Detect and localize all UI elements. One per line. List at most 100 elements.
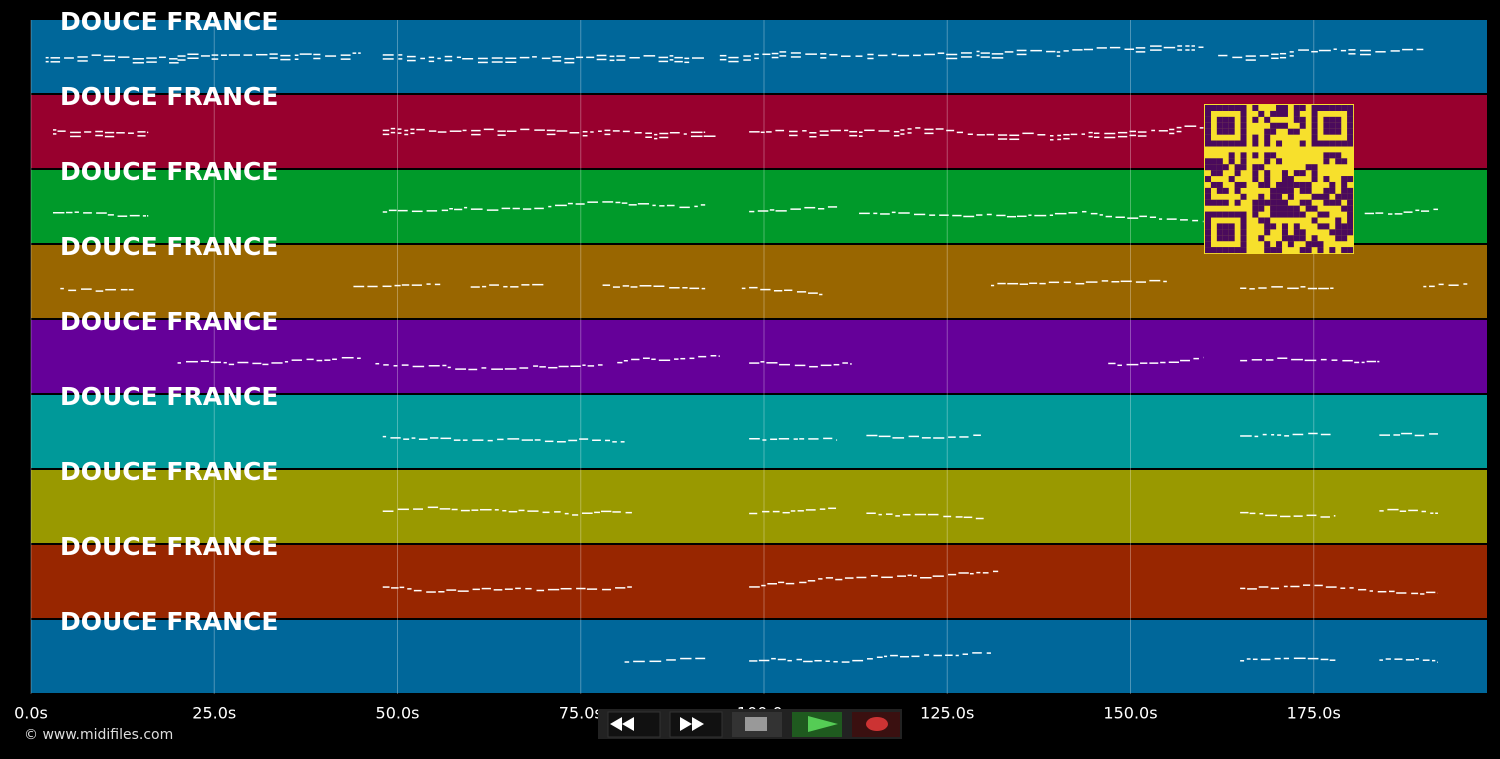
qr-module: [1240, 110, 1247, 117]
qr-module: [1222, 122, 1229, 129]
qr-module: [1329, 140, 1336, 147]
qr-module: [1240, 158, 1247, 165]
qr-module: [1281, 122, 1288, 129]
qr-code: [1204, 104, 1354, 254]
qr-module: [1216, 170, 1223, 177]
qr-module: [1329, 152, 1336, 159]
qr-module: [1293, 110, 1300, 117]
track-band: [31, 245, 1487, 318]
qr-module: [1276, 140, 1283, 147]
qr-module: [1240, 152, 1247, 159]
qr-module: [1281, 187, 1288, 194]
record-button[interactable]: [852, 712, 900, 737]
qr-module: [1216, 223, 1223, 230]
qr-module: [1341, 187, 1348, 194]
qr-module: [1210, 181, 1217, 188]
qr-module: [1228, 140, 1235, 147]
qr-module: [1240, 235, 1247, 242]
track-label: DOUCE FRANCE: [60, 232, 278, 261]
qr-module: [1293, 211, 1300, 218]
qr-module: [1252, 176, 1259, 183]
qr-module: [1317, 211, 1324, 218]
qr-module: [1341, 181, 1348, 188]
qr-module: [1210, 158, 1217, 165]
qr-module: [1240, 105, 1247, 111]
qr-module: [1287, 205, 1294, 212]
time-tick-label: 125.0s: [920, 704, 974, 723]
qr-module: [1228, 247, 1235, 254]
qr-module: [1299, 187, 1306, 194]
forward-button[interactable]: [669, 711, 723, 738]
track-band: [31, 395, 1487, 468]
qr-module: [1341, 176, 1348, 183]
controls: [598, 709, 902, 739]
play-button[interactable]: [792, 712, 842, 737]
qr-module: [1216, 199, 1223, 206]
track-label: DOUCE FRANCE: [60, 307, 278, 336]
qr-module: [1335, 229, 1342, 236]
qr-module: [1281, 110, 1288, 117]
qr-module: [1205, 223, 1211, 230]
qr-module: [1329, 187, 1336, 194]
qr-module: [1240, 241, 1247, 248]
qr-module: [1347, 211, 1354, 218]
qr-module: [1323, 152, 1330, 159]
qr-module: [1205, 241, 1211, 248]
qr-module: [1264, 217, 1271, 224]
qr-module: [1341, 205, 1348, 212]
qr-module: [1234, 187, 1241, 194]
qr-module: [1347, 110, 1354, 117]
qr-module: [1293, 229, 1300, 236]
qr-module: [1276, 211, 1283, 218]
qr-module: [1311, 193, 1318, 200]
track-band: [31, 545, 1487, 618]
qr-module: [1347, 199, 1354, 206]
qr-module: [1270, 122, 1277, 129]
qr-module: [1329, 181, 1336, 188]
qr-module: [1311, 105, 1318, 111]
qr-module: [1205, 158, 1211, 165]
qr-module: [1228, 176, 1235, 183]
qr-module: [1311, 241, 1318, 248]
qr-module: [1270, 193, 1277, 200]
qr-module: [1323, 105, 1330, 111]
qr-module: [1287, 187, 1294, 194]
qr-module: [1287, 211, 1294, 218]
qr-module: [1270, 205, 1277, 212]
qr-module: [1205, 211, 1211, 218]
qr-module: [1222, 187, 1229, 194]
time-tick-label: 50.0s: [376, 704, 420, 723]
qr-module: [1347, 105, 1354, 111]
qr-module: [1228, 116, 1235, 123]
qr-module: [1240, 128, 1247, 135]
track-band: [31, 620, 1487, 693]
qr-module: [1323, 122, 1330, 129]
qr-module: [1293, 116, 1300, 123]
qr-module: [1252, 140, 1259, 147]
qr-module: [1240, 116, 1247, 123]
qr-module: [1341, 158, 1348, 165]
qr-module: [1205, 134, 1211, 141]
qr-module: [1299, 229, 1306, 236]
qr-module: [1293, 105, 1300, 111]
qr-module: [1240, 217, 1247, 224]
qr-module: [1216, 164, 1223, 171]
qr-module: [1240, 229, 1247, 236]
qr-module: [1270, 211, 1277, 218]
qr-module: [1264, 241, 1271, 248]
qr-module: [1311, 170, 1318, 177]
time-tick-label: 75.0s: [559, 704, 603, 723]
time-tick-label: 175.0s: [1287, 704, 1341, 723]
stop-button[interactable]: [732, 712, 782, 737]
rewind-button[interactable]: [607, 711, 661, 738]
copyright: © www.midifiles.com: [24, 727, 173, 743]
qr-module: [1240, 211, 1247, 218]
qr-module: [1276, 241, 1283, 248]
qr-module: [1323, 158, 1330, 165]
qr-module: [1299, 235, 1306, 242]
qr-module: [1347, 140, 1354, 147]
qr-module: [1293, 223, 1300, 230]
qr-module: [1264, 140, 1271, 147]
qr-module: [1341, 140, 1348, 147]
qr-module: [1270, 247, 1277, 254]
